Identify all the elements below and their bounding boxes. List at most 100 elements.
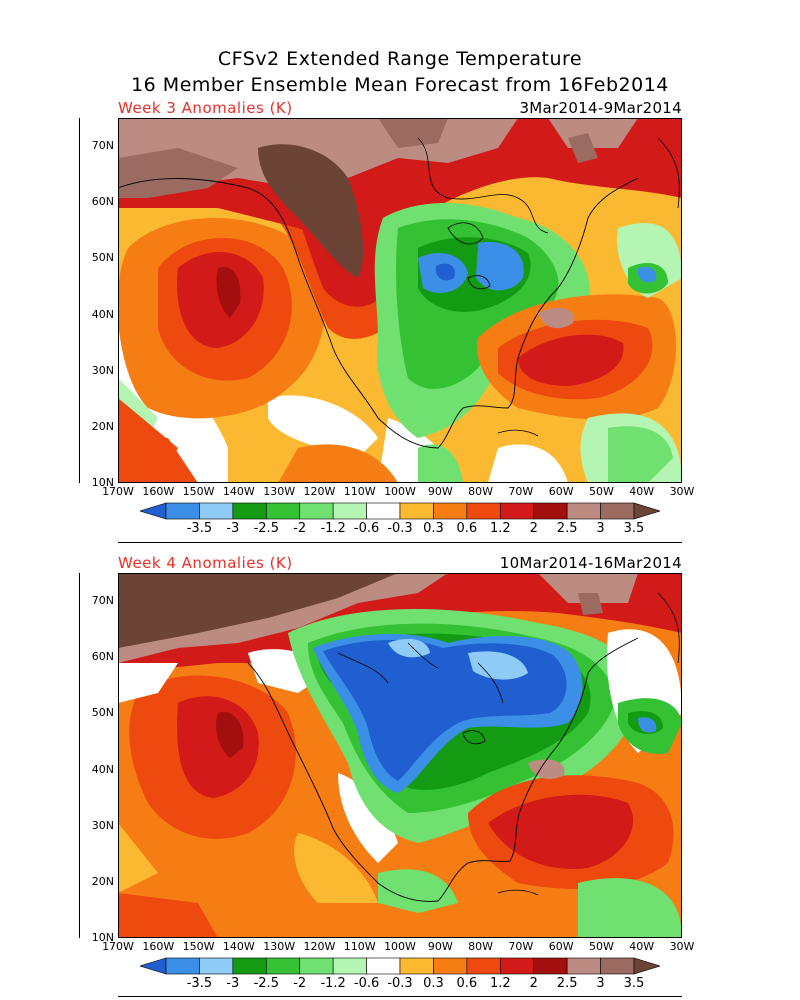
colorbar-end-high — [633, 957, 660, 975]
lat-label: 70N — [91, 139, 114, 152]
colorbar-tick-label: 0.6 — [456, 521, 478, 536]
lon-label: 160W — [142, 485, 175, 498]
lon-label: 140W — [222, 940, 255, 953]
lat-label: 40N — [91, 308, 114, 321]
colorbar-tick-label: 2.5 — [556, 521, 578, 536]
colorbar-tick-label: -3 — [226, 976, 240, 991]
colorbar-swatch — [232, 502, 267, 520]
colorbar-tick-label: -2 — [293, 976, 307, 991]
lat-label: 50N — [91, 706, 114, 719]
colorbar-swatch — [399, 957, 434, 975]
colorbar-swatch — [366, 502, 401, 520]
colorbar-swatch — [332, 502, 367, 520]
chart-title-line1: CFSv2 Extended Range Temperature — [217, 48, 583, 70]
lon-label: 80W — [468, 485, 493, 498]
lon-label: 150W — [182, 485, 215, 498]
colorbar-swatch — [199, 502, 234, 520]
lon-label: 160W — [142, 940, 175, 953]
colorbar-tick-label: 1.2 — [489, 976, 511, 991]
colorbar-swatch — [600, 502, 635, 520]
colorbar-end-low — [140, 502, 167, 520]
lon-label: 40W — [629, 485, 655, 498]
lon-label: 40W — [629, 940, 655, 953]
lon-label: 30W — [669, 485, 695, 498]
colorbar-tick-label: 2 — [529, 521, 538, 536]
colorbar-tick-label: -0.3 — [387, 521, 413, 536]
colorbar-tick-label: -3 — [226, 521, 240, 536]
lon-label: 50W — [588, 485, 614, 498]
colorbar-tick-label: -3.5 — [186, 976, 213, 991]
colorbar-tick-label: 3 — [596, 976, 605, 991]
colorbar-swatch — [332, 957, 367, 975]
colorbar-swatch — [299, 957, 334, 975]
lat-label: 60N — [91, 195, 114, 208]
lon-label: 90W — [427, 940, 453, 953]
colorbar-2 — [140, 957, 660, 975]
colorbar-swatch — [466, 502, 501, 520]
week4-dates: 10Mar2014-16Mar2014 — [499, 554, 682, 572]
colorbar-tick-label: 0.3 — [423, 521, 444, 536]
lon-label: 140W — [222, 485, 255, 498]
lon-label: 110W — [343, 940, 376, 953]
colorbar-swatch — [366, 957, 401, 975]
colorbar-tick-label: -2.5 — [253, 521, 279, 536]
colorbar-swatch — [165, 502, 200, 520]
lon-label: 130W — [263, 940, 296, 953]
colorbar-swatch — [165, 957, 200, 975]
lat-label: 60N — [91, 650, 114, 663]
week3-anomaly-map — [118, 118, 682, 483]
colorbar-1 — [140, 502, 660, 520]
lon-label: 30W — [669, 940, 695, 953]
colorbar-swatch — [232, 957, 267, 975]
colorbar-end-high — [633, 502, 660, 520]
chart-title-line2: 16 Member Ensemble Mean Forecast from 16… — [131, 74, 669, 96]
colorbar-swatch — [499, 502, 535, 520]
lat-label: 20N — [91, 875, 114, 888]
lon-label: 80W — [468, 940, 493, 953]
lon-label: 100W — [384, 485, 416, 498]
colorbar-swatch — [499, 957, 535, 975]
lat-label: 30N — [91, 364, 114, 377]
colorbar-tick-label: 1.2 — [489, 521, 511, 536]
colorbar-tick-label: -0.6 — [353, 521, 380, 536]
lon-label: 70W — [508, 485, 534, 498]
colorbar-swatch — [533, 957, 568, 975]
colorbar-swatch — [199, 957, 234, 975]
lat-label: 50N — [91, 251, 114, 264]
lon-label: 120W — [303, 940, 336, 953]
panel2-left-rule — [79, 573, 80, 938]
week3-dates: 3Mar2014-9Mar2014 — [519, 99, 682, 117]
colorbar-tick-label: 3 — [596, 521, 605, 536]
panel1-left-rule — [79, 118, 80, 483]
colorbar-tick-label: -1.2 — [320, 521, 346, 536]
colorbar-tick-label: 3.5 — [623, 521, 645, 536]
lon-label: 100W — [384, 940, 416, 953]
colorbar-swatch — [399, 502, 434, 520]
colorbar-swatch — [566, 502, 601, 520]
lat-label: 10N — [91, 931, 114, 944]
lon-label: 50W — [588, 940, 614, 953]
lat-label: 10N — [91, 476, 114, 489]
lon-label: 130W — [263, 485, 296, 498]
colorbar-1-rule — [118, 542, 682, 543]
colorbar-swatch — [265, 502, 301, 520]
lon-label: 170W — [102, 485, 134, 498]
lon-label: 60W — [548, 940, 574, 953]
colorbar-tick-label: 2.5 — [556, 976, 578, 991]
lat-label: 70N — [91, 594, 114, 607]
colorbar-tick-label: 0.3 — [423, 976, 444, 991]
colorbar-swatch — [433, 502, 468, 520]
lat-label: 40N — [91, 763, 114, 776]
week3-label: Week 3 Anomalies (K) — [118, 99, 293, 117]
colorbar-tick-label: 0.6 — [456, 976, 478, 991]
lat-label: 20N — [91, 420, 114, 433]
lon-label: 150W — [182, 940, 215, 953]
lon-label: 120W — [303, 485, 336, 498]
lat-label: 30N — [91, 819, 114, 832]
colorbar-swatch — [566, 957, 601, 975]
week4-anomaly-map — [118, 573, 682, 938]
colorbar-tick-label: -1.2 — [320, 976, 346, 991]
colorbar-swatch — [466, 957, 501, 975]
colorbar-swatch — [265, 957, 301, 975]
colorbar-swatch — [299, 502, 334, 520]
